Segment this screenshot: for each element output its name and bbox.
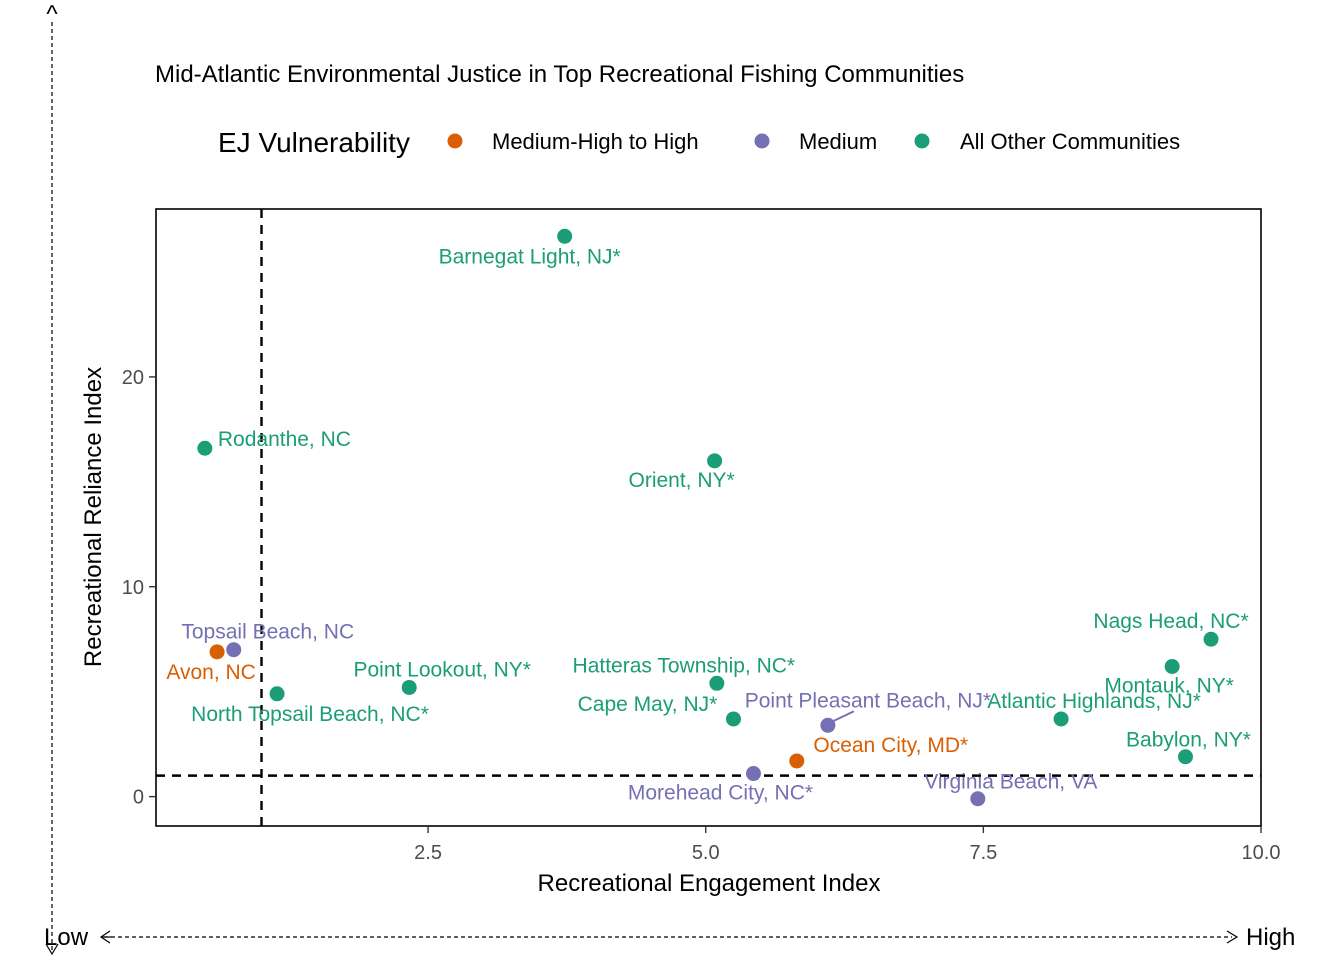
legend-swatch-medium — [754, 133, 770, 149]
point-labels: Barnegat Light, NJ* Rodanthe, NC Orient, N… — [166, 245, 1251, 804]
legend-swatch-other — [914, 133, 930, 149]
x-axis: 2.5 5.0 7.5 10.0 — [414, 826, 1280, 864]
point-label-point-pleasant-beach-nj: Point Pleasant Beach, NJ* — [745, 689, 991, 712]
point-orient-ny — [707, 453, 723, 469]
legend: EJ Vulnerability Medium-High to High Med… — [218, 127, 1180, 158]
point-avon-nc — [209, 644, 225, 660]
point-cape-may-nj — [725, 711, 741, 727]
point-point-lookout-ny — [401, 679, 417, 695]
point-topsail-beach-nc — [226, 642, 242, 658]
point-label-topsail-beach-nc: Topsail Beach, NC — [181, 621, 354, 644]
x-tick-label: 2.5 — [414, 842, 442, 864]
point-label-babylon-ny: Babylon, NY* — [1126, 729, 1251, 752]
x-axis-title: Recreational Engagement Index — [538, 870, 881, 897]
label-leaders — [830, 710, 855, 724]
point-morehead-city-nc — [745, 766, 761, 782]
point-rodanthe-nc — [197, 440, 213, 456]
legend-title: EJ Vulnerability — [218, 127, 410, 158]
point-label-hatteras-township-nc: Hatteras Township, NC* — [573, 654, 796, 677]
point-virginia-beach-va — [970, 791, 986, 807]
plot-panel — [155, 208, 1262, 827]
vertical-low-high-arrow: ^ — [45, 1, 59, 956]
point-label-north-topsail-beach-nc: North Topsail Beach, NC* — [191, 703, 429, 726]
point-north-topsail-beach-nc — [269, 686, 285, 702]
chart-title: Mid-Atlantic Environmental Justice in To… — [155, 61, 964, 88]
point-label-rodanthe-nc: Rodanthe, NC — [218, 428, 351, 451]
legend-label-medium-high: Medium-High to High — [492, 129, 699, 154]
point-label-cape-may-nj: Cape May, NJ* — [578, 693, 718, 716]
leader-line — [830, 710, 855, 724]
point-point-pleasant-beach-nj — [820, 717, 836, 733]
x-tick-label: 5.0 — [692, 842, 720, 864]
point-label-orient-ny: Orient, NY* — [629, 469, 735, 492]
horizontal-low-high-arrow: Low High — [44, 924, 1295, 951]
point-label-avon-nc: Avon, NC — [166, 661, 256, 684]
legend-label-other: All Other Communities — [960, 129, 1180, 154]
x-arrow-high-label: High — [1246, 924, 1295, 951]
point-label-atlantic-highlands-nj: Atlantic Highlands, NJ* — [987, 690, 1201, 713]
legend-swatch-medium-high — [447, 133, 463, 149]
point-label-point-lookout-ny: Point Lookout, NY* — [353, 658, 530, 681]
point-label-morehead-city-nc: Morehead City, NC* — [628, 782, 813, 805]
point-label-montauk-ny: Montauk, NY* — [1104, 675, 1234, 698]
point-ocean-city-md — [789, 753, 805, 769]
point-label-virginia-beach-va: Virginia Beach, VA — [924, 771, 1097, 794]
y-tick-label: 0 — [133, 787, 144, 809]
point-nags-head-nc — [1203, 631, 1219, 647]
point-label-nags-head-nc: Nags Head, NC* — [1093, 610, 1248, 633]
y-tick-label: 10 — [122, 577, 144, 599]
y-axis-title: Recreational Reliance Index — [80, 367, 107, 667]
y-tick-label: 20 — [122, 367, 144, 389]
point-barnegat-light-nj — [557, 228, 573, 244]
point-babylon-ny — [1177, 749, 1193, 765]
y-axis: 0 10 20 — [122, 367, 156, 809]
point-atlantic-highlands-nj — [1053, 711, 1069, 727]
reference-lines — [156, 209, 1261, 826]
point-montauk-ny — [1164, 659, 1180, 675]
legend-label-medium: Medium — [799, 129, 877, 154]
x-tick-label: 7.5 — [969, 842, 997, 864]
x-arrow-low-label: Low — [44, 924, 89, 951]
point-label-ocean-city-md: Ocean City, MD* — [813, 734, 968, 757]
data-points — [197, 228, 1219, 807]
x-tick-label: 10.0 — [1242, 842, 1281, 864]
y-arrow-tip: ^ — [46, 1, 58, 28]
point-hatteras-township-nc — [709, 675, 725, 691]
point-label-barnegat-light-nj: Barnegat Light, NJ* — [439, 245, 621, 268]
